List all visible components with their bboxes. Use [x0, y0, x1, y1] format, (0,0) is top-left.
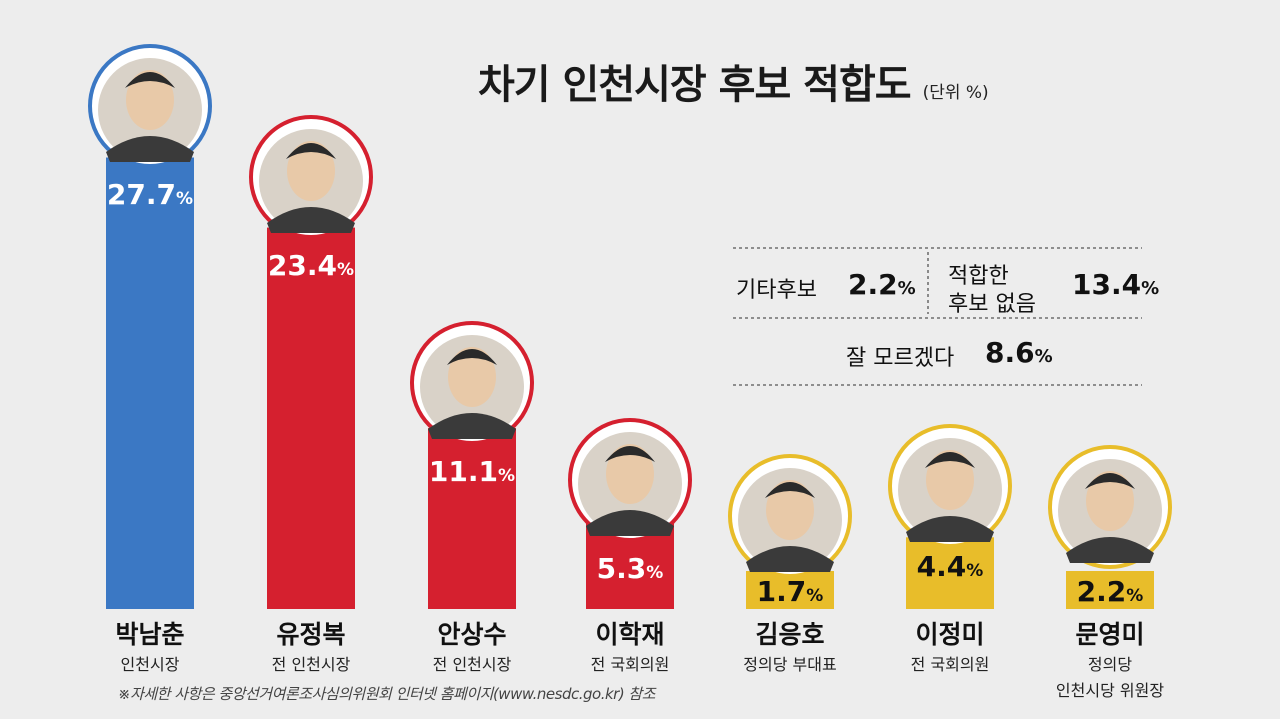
- portrait-body-6: [906, 516, 994, 542]
- bar-1: [106, 157, 194, 610]
- candidate-name-1: 박남춘: [115, 620, 184, 649]
- candidate-subtitle-7-2: 인천시당 위원장: [1056, 681, 1164, 700]
- portrait-face-3: [448, 347, 496, 407]
- none-label-1: 적합한: [948, 264, 1009, 289]
- dk-value: 8.6: [985, 336, 1035, 369]
- chart-title-wrap: 차기 인천시장 후보 적합도 (단위 %): [478, 52, 989, 112]
- none-pct: %: [1141, 278, 1160, 299]
- candidate-subtitle-4-1: 전 국회의원: [591, 655, 670, 674]
- dk-value-wrap: 8.6%: [985, 336, 1053, 369]
- candidate-name-2: 유정복: [276, 620, 345, 649]
- candidate-subtitle-5-1: 정의당 부대표: [743, 655, 836, 674]
- dk-label: 잘 모르겠다: [846, 346, 955, 371]
- portrait-hair-1: [125, 72, 175, 88]
- value-label-3: 11.1%: [429, 455, 515, 488]
- portrait-body-1: [106, 136, 194, 162]
- value-label-5: 1.7%: [757, 575, 824, 608]
- value-label-7: 2.2%: [1077, 575, 1144, 608]
- portrait-body-7: [1066, 537, 1154, 563]
- portrait-face-7: [1086, 471, 1134, 531]
- portrait-face-2: [287, 141, 335, 201]
- portrait-body-3: [428, 413, 516, 439]
- portrait-body-4: [586, 510, 674, 536]
- candidate-subtitle-1-1: 인천시장: [121, 655, 180, 674]
- none-value: 13.4: [1072, 268, 1142, 301]
- candidate-subtitle-6-1: 전 국회의원: [911, 655, 990, 674]
- candidate-name-6: 이정미: [915, 620, 984, 649]
- portrait-hair-4: [605, 446, 655, 462]
- portrait-body-5: [746, 546, 834, 572]
- bar-3: [428, 428, 516, 609]
- unit-label: (단위 %): [922, 83, 989, 103]
- candidate-name-4: 이학재: [595, 620, 664, 649]
- bar-6: [906, 537, 994, 609]
- value-label-4: 5.3%: [597, 552, 664, 585]
- candidate-subtitle-7-1: 정의당: [1088, 655, 1132, 674]
- portrait-face-6: [926, 450, 974, 510]
- candidate-subtitle-3-1: 전 인천시장: [433, 655, 512, 674]
- portrait-face-1: [126, 70, 174, 130]
- dk-pct: %: [1034, 346, 1053, 367]
- value-label-6: 4.4%: [917, 550, 984, 583]
- candidate-name-7: 문영미: [1075, 620, 1144, 649]
- portrait-body-2: [267, 207, 355, 233]
- source-note: ※자세한 사항은 중앙선거여론조사심의위원회 인터넷 홈페이지(www.nesd…: [118, 685, 656, 703]
- bar-2: [267, 227, 355, 609]
- portrait-hair-5: [765, 482, 815, 498]
- etc-pct: %: [897, 278, 916, 299]
- portrait-hair-6: [925, 452, 975, 468]
- chart-title: 차기 인천시장 후보 적합도: [478, 62, 912, 108]
- candidate-name-5: 김응호: [755, 620, 824, 649]
- none-value-wrap: 13.4%: [1072, 268, 1159, 301]
- etc-value: 2.2: [848, 268, 898, 301]
- bar-7: [1066, 571, 1154, 609]
- portrait-hair-7: [1085, 473, 1135, 489]
- none-label-2: 후보 없음: [948, 292, 1036, 317]
- candidate-subtitle-2-1: 전 인천시장: [272, 655, 351, 674]
- value-label-2: 23.4%: [268, 249, 354, 282]
- candidate-name-3: 안상수: [437, 620, 506, 649]
- portrait-hair-3: [447, 349, 497, 365]
- etc-value-wrap: 2.2%: [848, 268, 916, 301]
- etc-label: 기타후보: [736, 278, 817, 303]
- portrait-face-4: [606, 444, 654, 504]
- value-label-1: 27.7%: [107, 178, 193, 211]
- portrait-face-5: [766, 480, 814, 540]
- portrait-hair-2: [286, 143, 336, 159]
